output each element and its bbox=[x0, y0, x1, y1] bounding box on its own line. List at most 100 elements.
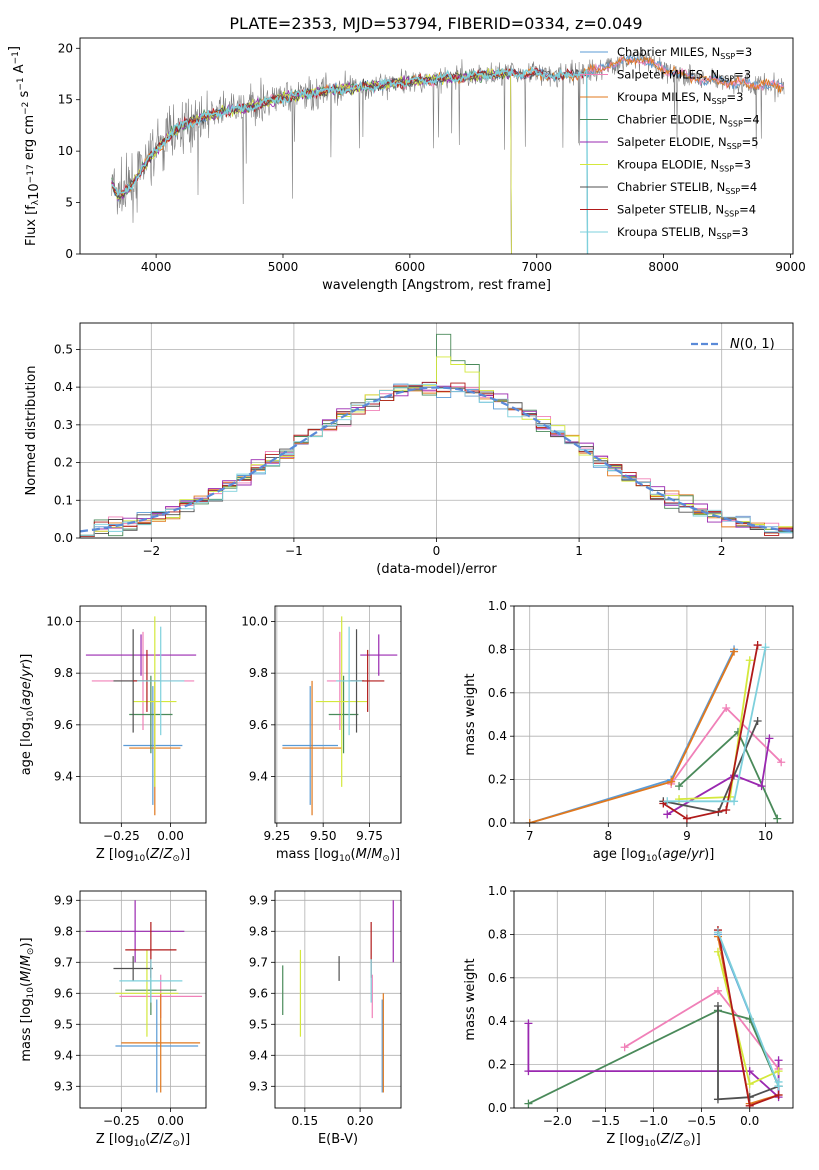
axis-label-part: 10 bbox=[646, 854, 658, 864]
axis-label-part: / bbox=[687, 847, 692, 862]
axis-label-part: / bbox=[19, 966, 34, 971]
spectrum-ylabel-part: f bbox=[24, 205, 39, 210]
axis-label-part: mass [log bbox=[276, 847, 339, 862]
spectrum-ylabel-part: −2 bbox=[21, 102, 31, 115]
weight-vs-Z-xtick-label: −0.5 bbox=[687, 1114, 716, 1128]
legend-label-part: Chabrier ELODIE, N bbox=[617, 113, 728, 127]
mass-vs-Z-xlabel: Z [log10(Z/Z⊙)] bbox=[96, 1132, 190, 1149]
age-vs-mass-xtick-label: 9.25 bbox=[263, 829, 290, 843]
mass-weight-marker bbox=[753, 641, 762, 650]
legend-label-part: SSP bbox=[712, 97, 727, 106]
spectrum-ytick-label: 15 bbox=[58, 93, 73, 107]
axis-label-part: ⊙ bbox=[683, 1139, 691, 1149]
weight-vs-Z-ytick-label: 0.6 bbox=[488, 971, 507, 985]
legend-label: Kroupa STELIB, NSSP=3 bbox=[617, 225, 748, 241]
weight-vs-Z-xtick-label: −2.0 bbox=[543, 1114, 572, 1128]
weight-vs-Z-ylabel: mass weight bbox=[463, 958, 478, 1040]
weight-vs-age-plot-area bbox=[525, 641, 786, 823]
age-vs-Z-plot-area bbox=[85, 616, 197, 816]
spectrum-xtick-label: 5000 bbox=[268, 260, 299, 274]
legend-label-part: Kroupa STELIB, N bbox=[617, 225, 717, 239]
mass-weight-marker bbox=[761, 643, 770, 652]
residuals-xtick-label: 2 bbox=[718, 544, 726, 558]
weight-vs-Z-ytick-label: 1.0 bbox=[488, 884, 507, 898]
age-vs-Z-ylabel: age [log10(age/yr)] bbox=[19, 654, 36, 776]
residuals-ylabel: Normed distribution bbox=[24, 366, 39, 496]
weight-vs-Z-plot-area bbox=[524, 926, 783, 1108]
age-vs-Z-ytick-label: 10.0 bbox=[46, 615, 73, 629]
mass-weight-marker bbox=[774, 1077, 783, 1086]
axis-label-part: ( bbox=[145, 1132, 150, 1147]
legend-label: Chabrier STELIB, NSSP=4 bbox=[617, 180, 757, 196]
legend-label-part: SSP bbox=[724, 210, 739, 219]
weight-vs-age-frame bbox=[513, 605, 794, 824]
mass-weight-marker bbox=[663, 797, 672, 806]
legend-label: Chabrier MILES, NSSP=3 bbox=[617, 45, 752, 61]
legend-label-part: SSP bbox=[727, 142, 742, 151]
normal-legend-label: N(0, 1) bbox=[730, 337, 775, 352]
axis-label-part: ⊙ bbox=[172, 854, 180, 864]
mass-weight-marker bbox=[774, 1067, 783, 1076]
mass-weight-marker bbox=[713, 947, 722, 956]
spectrum-ylabel-part: −1 bbox=[16, 77, 26, 90]
age-vs-Z-xlabel: Z [log10(Z/Z⊙)] bbox=[96, 847, 190, 864]
mass-weight-marker bbox=[713, 928, 722, 937]
axis-label-part: )] bbox=[691, 1132, 701, 1147]
normal-legend-label-part: (0, 1) bbox=[740, 337, 775, 352]
weight-vs-age-xtick-label: 9 bbox=[683, 829, 691, 843]
axis-label-part: M bbox=[371, 847, 382, 862]
axis-label-part: Z bbox=[163, 847, 174, 862]
mass-vs-Z-xtick-label: 0.00 bbox=[157, 1114, 184, 1128]
legend-label-part: =4 bbox=[739, 203, 756, 217]
mass-vs-EBV-ytick-label: 9.6 bbox=[249, 986, 268, 1000]
mass-weight-marker bbox=[675, 782, 684, 791]
legend-label: Salpeter ELODIE, NSSP=5 bbox=[617, 135, 759, 151]
mass-weight-marker bbox=[745, 1093, 754, 1102]
axis-label-part: )] bbox=[19, 937, 34, 947]
mass-weight-marker bbox=[753, 717, 762, 726]
axis-label-part: age [log bbox=[593, 847, 646, 862]
legend-label-part: =3 bbox=[732, 225, 749, 239]
weight-vs-age-xtick-label: 7 bbox=[526, 829, 534, 843]
weight-vs-Z-xtick-label: 0.0 bbox=[740, 1114, 759, 1128]
spectrum-xtick-label: 9000 bbox=[775, 260, 806, 274]
spectrum-ylabel: Flux [fλ10−17 erg cm−2 s−1 A−1] bbox=[7, 46, 42, 246]
weight-vs-Z-ytick-label: 0.0 bbox=[488, 1101, 507, 1115]
weight-vs-age-ytick-label: 0.6 bbox=[488, 686, 507, 700]
mass-vs-EBV-frame bbox=[274, 890, 402, 1109]
mass-weight-marker bbox=[722, 805, 731, 814]
weight-vs-Z-frame bbox=[513, 890, 794, 1109]
axis-label-part: Z bbox=[163, 1132, 174, 1147]
legend-label-part: SSP bbox=[719, 165, 734, 174]
mass-weight-marker bbox=[774, 1090, 783, 1099]
weight-vs-age-ytick-label: 1.0 bbox=[488, 599, 507, 613]
spectrum-plot-area bbox=[111, 48, 785, 254]
weight-vs-age-ytick-label: 0.2 bbox=[488, 773, 507, 787]
spectrum-ytick-label: 0 bbox=[65, 247, 73, 261]
age-vs-mass-plot-area bbox=[282, 616, 398, 816]
legend-label: Kroupa ELODIE, NSSP=3 bbox=[617, 158, 751, 174]
axis-label-part: )] bbox=[19, 654, 34, 664]
spectrum-ylabel-part: 10 bbox=[27, 183, 42, 200]
residuals-xlabel: (data-model)/error bbox=[376, 562, 497, 577]
legend-label-part: Salpeter ELODIE, N bbox=[617, 135, 727, 149]
spectrum-ylabel-part: erg cm bbox=[22, 115, 37, 164]
axis-label-part: mass [log bbox=[19, 998, 34, 1061]
spectrum-ylabel-part: λ bbox=[31, 199, 41, 205]
residual-histogram-step bbox=[80, 383, 793, 538]
mass-weight-marker bbox=[757, 782, 766, 791]
mass-weight-marker bbox=[667, 777, 676, 786]
figure-title: PLATE=2353, MJD=53794, FIBERID=0334, z=0… bbox=[229, 14, 642, 33]
axis-label-part: / bbox=[159, 1132, 164, 1147]
mass-vs-EBV-ytick-label: 9.5 bbox=[249, 1017, 268, 1031]
age-vs-Z-xtick-label: −0.25 bbox=[103, 829, 140, 843]
axis-label-part: ( bbox=[19, 706, 34, 711]
weight-vs-age-ytick-label: 0.8 bbox=[488, 642, 507, 656]
mass-vs-Z-ytick-label: 9.7 bbox=[54, 955, 73, 969]
age-vs-mass-ytick-label: 9.8 bbox=[249, 666, 268, 680]
spectrum-xtick-label: 6000 bbox=[395, 260, 426, 274]
mass-vs-EBV-ytick-label: 9.3 bbox=[249, 1079, 268, 1093]
axis-label-part: )] bbox=[180, 847, 190, 862]
residuals-ytick-label: 0.1 bbox=[54, 493, 73, 507]
legend-label-part: =3 bbox=[727, 90, 744, 104]
